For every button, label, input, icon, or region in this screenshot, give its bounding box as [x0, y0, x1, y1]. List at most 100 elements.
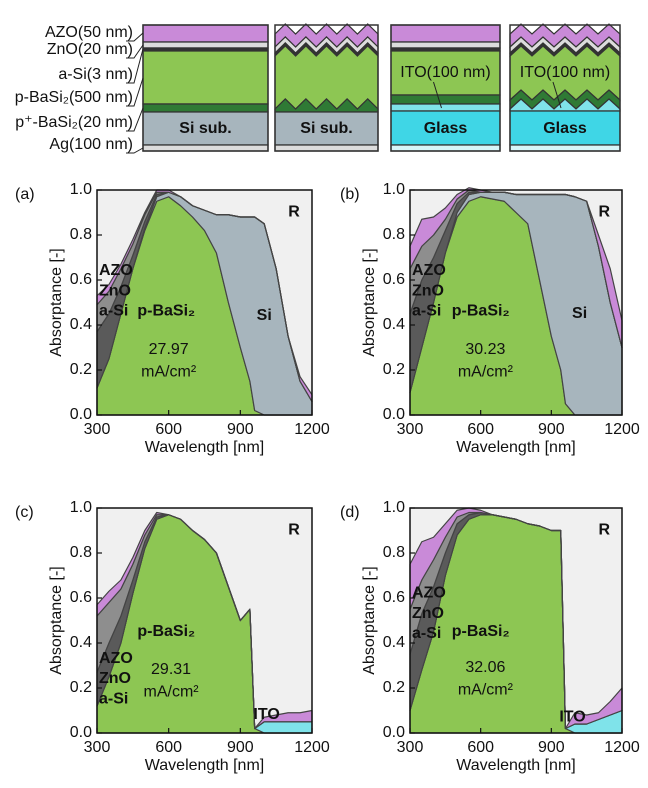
y-tick-label: 0.2 — [70, 679, 92, 696]
y-tick-label: 0.0 — [383, 724, 405, 741]
x-tick-label: 600 — [155, 421, 182, 438]
y-tick-label: 0.2 — [70, 361, 92, 378]
layer — [142, 24, 269, 43]
plot-frame — [409, 189, 623, 416]
layer-label: a-Si(3 nm) — [58, 66, 133, 83]
x-tick-label: 300 — [397, 739, 424, 756]
substrate-label: Glass — [543, 120, 587, 137]
layer-stack-frame — [390, 24, 501, 152]
layer — [142, 103, 269, 113]
y-tick-label: 0.4 — [383, 316, 405, 333]
layer-label: p-BaSi₂(500 nm) — [15, 89, 133, 106]
remainder-label: R — [599, 204, 611, 221]
x-tick-label: 300 — [84, 739, 111, 756]
x-tick-label: 900 — [227, 421, 254, 438]
series-label: AZO — [99, 262, 133, 279]
y-tick-label: 0.6 — [383, 271, 405, 288]
series-label: a-Si — [412, 303, 441, 320]
y-tick-label: 0.8 — [383, 544, 405, 561]
layer-leader — [126, 77, 144, 107]
series-label: p-BaSi₂ — [452, 623, 510, 640]
current-unit: mA/cm² — [144, 684, 200, 701]
ito-label: ITO(100 nm) — [520, 64, 610, 81]
remainder-label: R — [599, 522, 611, 539]
substrate-label: Si sub. — [300, 120, 352, 137]
series-label: Si — [572, 305, 587, 322]
series-label: ZnO — [412, 605, 444, 622]
series-label: a-Si — [412, 625, 441, 642]
y-tick-label: 1.0 — [70, 499, 92, 516]
y-axis-label: Absorptance [-] — [361, 566, 378, 675]
remainder-label: R — [288, 204, 300, 221]
y-tick-label: 1.0 — [383, 181, 405, 198]
layer-label: p⁺-BaSi₂(20 nm) — [15, 114, 133, 131]
y-tick-label: 0.8 — [70, 544, 92, 561]
current-unit: mA/cm² — [458, 363, 514, 380]
current-unit: mA/cm² — [458, 681, 514, 698]
x-tick-label: 1200 — [294, 421, 330, 438]
x-axis-label: Wavelength [nm] — [145, 439, 264, 456]
series-label: ITO — [253, 706, 279, 723]
y-tick-label: 0.4 — [70, 316, 92, 333]
y-tick-label: 0.2 — [383, 361, 405, 378]
series-label: p-BaSi₂ — [452, 303, 510, 320]
x-tick-label: 900 — [538, 421, 565, 438]
layer — [390, 94, 501, 105]
layer — [390, 41, 501, 49]
layer-stack-frame — [509, 24, 621, 152]
current-value: 27.97 — [149, 341, 189, 358]
y-tick-label: 0.4 — [70, 634, 92, 651]
series-label: ZnO — [99, 670, 131, 687]
y-tick-label: 0.4 — [383, 634, 405, 651]
series-label: a-Si — [99, 690, 128, 707]
panel-label: (b) — [340, 186, 360, 203]
series-label: a-Si — [99, 303, 128, 320]
y-axis-label: Absorptance [-] — [361, 248, 378, 357]
substrate-label: Si sub. — [179, 120, 231, 137]
panel-label: (c) — [15, 504, 34, 521]
layer-leader — [126, 107, 144, 132]
y-tick-label: 0.6 — [70, 271, 92, 288]
layer-stack-frame — [274, 24, 379, 152]
series-label: AZO — [99, 650, 133, 667]
layer-leader — [126, 48, 144, 84]
plot-frame — [409, 507, 623, 734]
y-tick-label: 0.0 — [383, 406, 405, 423]
series-label: ITO — [559, 708, 585, 725]
series-label: p-BaSi₂ — [137, 623, 195, 640]
y-tick-label: 0.8 — [383, 226, 405, 243]
series-label: p-BaSi₂ — [137, 303, 195, 320]
y-tick-label: 1.0 — [383, 499, 405, 516]
substrate-label: Glass — [424, 120, 468, 137]
x-tick-label: 1200 — [294, 739, 330, 756]
layer — [390, 144, 501, 152]
x-tick-label: 300 — [397, 421, 424, 438]
panel-label: (a) — [15, 186, 35, 203]
panel-label: (d) — [340, 504, 360, 521]
layer — [509, 144, 621, 152]
layer-label: Ag(100 nm) — [49, 136, 133, 153]
y-axis-label: Absorptance [-] — [48, 566, 65, 675]
x-axis-label: Wavelength [nm] — [145, 757, 264, 774]
y-tick-label: 0.6 — [70, 589, 92, 606]
series-label: ZnO — [412, 282, 444, 299]
layer — [142, 50, 269, 105]
ito-leader — [552, 81, 562, 109]
layer-stack-frame — [142, 24, 269, 152]
x-axis-label: Wavelength [nm] — [456, 757, 575, 774]
x-tick-label: 300 — [84, 421, 111, 438]
y-tick-label: 0.6 — [383, 589, 405, 606]
layer — [142, 41, 269, 49]
ito-label: ITO(100 nm) — [400, 64, 490, 81]
remainder-label: R — [288, 522, 300, 539]
layer — [142, 144, 269, 152]
y-tick-label: 0.0 — [70, 724, 92, 741]
layer-label: AZO(50 nm) — [45, 24, 133, 41]
layer — [390, 24, 501, 43]
plot-frame — [96, 189, 313, 416]
x-tick-label: 900 — [227, 739, 254, 756]
layer-leader — [126, 32, 144, 42]
layer — [390, 103, 501, 112]
current-value: 32.06 — [465, 659, 505, 676]
